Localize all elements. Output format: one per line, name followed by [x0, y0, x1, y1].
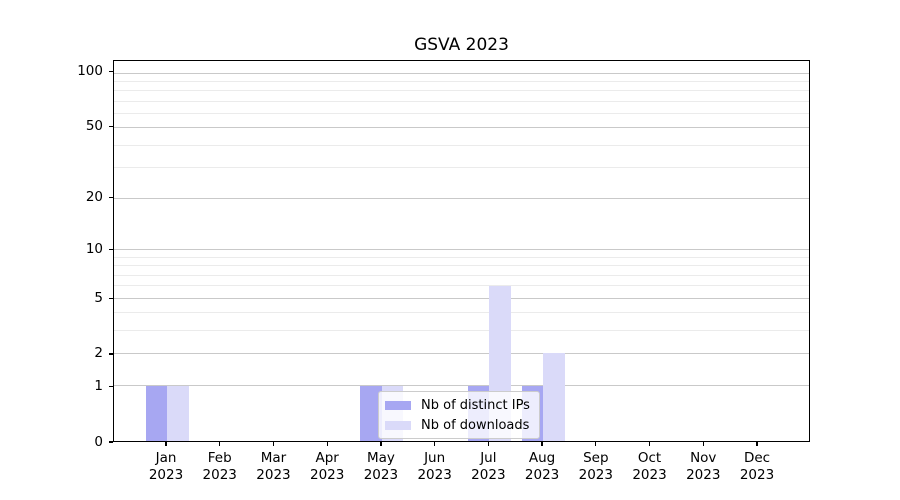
x-tick [702, 442, 704, 446]
x-tick-month: Dec [743, 450, 771, 466]
y-tick [109, 297, 113, 299]
x-tick-label: Jul 2023 [461, 450, 515, 483]
gridline-major [114, 72, 809, 74]
x-tick-year: 2023 [524, 466, 560, 483]
x-tick-month: Aug [528, 450, 556, 466]
gridline-major [114, 352, 809, 354]
x-tick-label: Feb 2023 [193, 450, 247, 483]
gridline-minor [114, 265, 809, 267]
gridline-minor [114, 112, 809, 114]
x-tick-label: Jan 2023 [139, 450, 193, 483]
x-tick-year: 2023 [309, 466, 345, 483]
x-tick-year: 2023 [739, 466, 775, 483]
legend-row-downloads: Nb of downloads [385, 417, 530, 433]
x-tick-month: Apr [315, 450, 339, 466]
y-tick-label: 0 [94, 433, 103, 450]
x-tick-year: 2023 [202, 466, 237, 483]
x-tick-month: Jan [155, 450, 177, 466]
gridline-minor [114, 100, 809, 102]
bar-downloads [167, 385, 189, 441]
bar-downloads [543, 353, 565, 441]
distinct-ips-swatch-icon [385, 400, 411, 410]
x-tick-year: 2023 [256, 466, 291, 483]
gridline-major [114, 127, 809, 129]
x-tick [326, 442, 328, 446]
y-tick [109, 71, 113, 73]
y-tick-label: 5 [94, 289, 103, 306]
x-tick-month: May [366, 450, 395, 466]
legend-label-distinct-ips: Nb of distinct IPs [421, 397, 530, 413]
legend-label-downloads: Nb of downloads [421, 417, 530, 433]
x-tick-month: Nov [690, 450, 717, 466]
gridline-minor [114, 285, 809, 287]
x-tick [541, 442, 543, 446]
x-tick [487, 442, 489, 446]
bar-distinct-ips [360, 385, 382, 441]
downloads-swatch-icon [385, 420, 411, 430]
x-tick-year: 2023 [686, 466, 721, 483]
y-tick-label: 10 [85, 241, 103, 258]
x-tick [433, 442, 436, 446]
x-tick [219, 442, 221, 446]
x-tick-label: May 2023 [354, 450, 408, 483]
x-tick-label: Sep 2023 [569, 450, 623, 483]
gridline-minor [114, 256, 809, 258]
x-tick [756, 442, 758, 446]
x-tick-month: Jul [480, 450, 497, 466]
x-tick-year: 2023 [471, 466, 506, 483]
x-tick-year: 2023 [578, 466, 613, 483]
y-tick-label: 20 [85, 189, 103, 206]
y-tick-label: 1 [94, 377, 103, 394]
x-tick [595, 442, 597, 446]
x-tick-label: Oct 2023 [623, 450, 677, 483]
x-tick-label: Apr 2023 [300, 450, 354, 483]
gridline-minor [114, 274, 809, 276]
gridline-major [114, 197, 809, 199]
x-tick-label: Nov 2023 [676, 450, 730, 483]
x-tick-month: Oct [637, 450, 662, 466]
x-tick-year: 2023 [417, 466, 452, 483]
x-tick-label: Aug 2023 [515, 450, 569, 483]
x-tick-year: 2023 [148, 466, 184, 483]
gridline-minor [114, 144, 809, 146]
gridline-minor [114, 90, 809, 92]
y-tick-label: 2 [94, 345, 103, 362]
y-tick [109, 125, 113, 128]
y-tick-label: 50 [85, 118, 103, 135]
gridline-minor [114, 166, 809, 168]
y-tick [109, 385, 113, 388]
x-tick-month: Jun [424, 450, 446, 466]
x-tick-label: Jun 2023 [408, 450, 462, 483]
gridline-major [114, 249, 809, 251]
gridline-minor [114, 329, 809, 331]
gridline-minor [114, 312, 809, 314]
x-tick [648, 442, 651, 446]
x-tick-year: 2023 [632, 466, 667, 483]
chart-title: GSVA 2023 [414, 35, 509, 55]
y-tick-label: 100 [77, 63, 103, 80]
gridline-major [114, 385, 809, 387]
x-tick [380, 442, 382, 446]
x-tick-month: Mar [260, 450, 287, 466]
y-tick [109, 197, 113, 199]
gridline-minor [114, 81, 809, 83]
gridline-major [114, 297, 809, 299]
y-tick [109, 441, 113, 443]
bar-distinct-ips [145, 385, 167, 441]
x-tick-label: Mar 2023 [246, 450, 300, 483]
x-tick-month: Sep [583, 450, 609, 466]
y-tick [109, 249, 113, 251]
legend-row-distinct-ips: Nb of distinct IPs [385, 397, 530, 413]
x-tick-label: Dec 2023 [730, 450, 784, 483]
x-tick-month: Feb [207, 450, 232, 466]
x-tick [272, 442, 275, 446]
x-tick [165, 442, 167, 446]
legend: Nb of distinct IPs Nb of downloads [378, 391, 540, 439]
plot-area [113, 60, 810, 442]
y-tick [109, 353, 113, 355]
x-tick-year: 2023 [363, 466, 399, 483]
